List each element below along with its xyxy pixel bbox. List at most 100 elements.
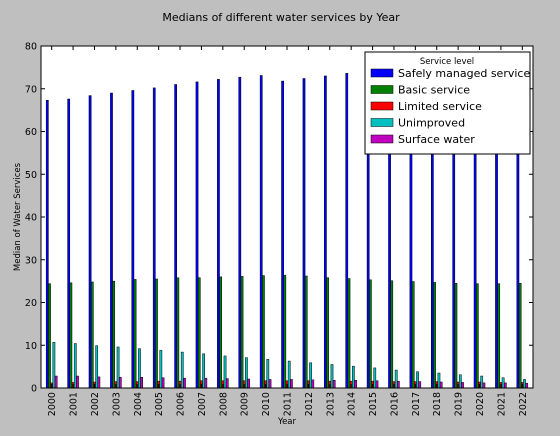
x-tick-label: 2009 [240, 392, 251, 416]
bar-2005-basic-service [155, 278, 158, 389]
legend-swatch [370, 118, 394, 127]
bar-2004-basic-service [133, 279, 137, 389]
y-tick-label: 70 [25, 84, 37, 95]
x-tick-label: 2017 [411, 392, 422, 416]
x-axis: 2000 2001 2002 2003 2004 2005 2006 2007 2008 2009… [47, 46, 529, 416]
x-tick-label: 2014 [347, 392, 358, 416]
bar-2008-basic-service [219, 276, 222, 389]
bar-2002-safely-managed-service [88, 95, 92, 389]
bar-2000-unimproved [52, 342, 56, 389]
bar-2015-basic-service [369, 279, 372, 389]
bar-2011-surface-water [290, 379, 293, 389]
x-tick-label: 2000 [47, 392, 58, 416]
bar-2017-surface-water [418, 381, 422, 389]
bar-2007-unimproved [202, 353, 205, 389]
legend-swatch [370, 68, 394, 78]
x-tick-label: 2020 [475, 392, 486, 416]
bar-2021-basic-service [497, 283, 501, 389]
bar-2003-basic-service [112, 280, 116, 389]
bar-2016-unimproved [394, 369, 398, 389]
bar-2005-surface-water [161, 377, 165, 389]
legend-label: Unimproved [398, 117, 465, 130]
legend-label: Safely managed service [398, 67, 530, 80]
bar-2000-basic-service [48, 283, 51, 389]
bar-2013-unimproved [330, 364, 334, 389]
bar-2011-safely-managed-service [281, 80, 284, 389]
legend-swatch [370, 101, 394, 111]
bar-2019-surface-water [461, 382, 464, 389]
y-tick-label: 60 [25, 127, 37, 138]
legend-label: Surface water [398, 133, 475, 146]
bar-2009-surface-water [247, 378, 250, 389]
bar-2001-unimproved [73, 343, 77, 389]
chart-title: Medians of different water services by Y… [162, 11, 400, 24]
x-tick-label: 2006 [176, 392, 187, 416]
bar-2003-surface-water [118, 377, 122, 389]
x-tick-label: 2012 [304, 392, 315, 416]
x-tick-label: 2022 [518, 392, 529, 416]
bar-2012-safely-managed-service [302, 78, 306, 389]
legend-label: Limited service [398, 100, 482, 113]
bar-2021-surface-water [503, 382, 507, 389]
bar-2004-unimproved [138, 348, 141, 389]
y-tick-label: 10 [25, 341, 37, 352]
bar-2017-basic-service [411, 281, 415, 389]
bar-2014-safely-managed-service [345, 73, 349, 389]
x-tick-label: 2010 [261, 392, 272, 416]
bar-2003-unimproved [116, 346, 120, 389]
bar-2013-safely-managed-service [324, 75, 327, 389]
bar-2020-surface-water [482, 382, 486, 389]
bar-2021-unimproved [501, 377, 505, 389]
bar-2007-surface-water [204, 377, 208, 389]
legend: Service level Safely managed service Basi… [364, 51, 531, 155]
x-tick-label: 2003 [111, 392, 122, 416]
y-tick-label: 50 [25, 170, 37, 181]
x-tick-label: 2018 [432, 392, 443, 416]
x-tick-label: 2016 [389, 392, 400, 416]
bar-2014-unimproved [352, 365, 355, 389]
bar-2006-basic-service [176, 277, 180, 389]
bar-2002-unimproved [95, 345, 99, 389]
bar-2015-surface-water [375, 380, 379, 389]
bar-2013-surface-water [332, 380, 336, 389]
bar-2018-unimproved [437, 372, 441, 389]
x-tick-label: 2007 [197, 392, 208, 416]
bar-2015-unimproved [373, 367, 377, 389]
y-axis: 0 10 20 30 40 50 60 70 80 [25, 42, 533, 395]
bar-2003-safely-managed-service [110, 92, 113, 389]
bar-2001-safely-managed-service [67, 98, 71, 389]
x-axis-title: Year [277, 417, 297, 427]
y-tick-label: 40 [25, 213, 37, 224]
bar-2006-safely-managed-service [174, 84, 177, 389]
x-tick-label: 2019 [454, 392, 465, 416]
legend-swatch [370, 134, 394, 144]
bar-2014-surface-water [354, 380, 357, 389]
bar-2010-unimproved [266, 359, 270, 389]
x-tick-label: 2021 [496, 392, 507, 416]
bar-2000-surface-water [54, 375, 58, 389]
bar-2001-surface-water [76, 375, 79, 389]
bar-2019-basic-service [454, 283, 458, 389]
bar-2010-surface-water [268, 379, 272, 389]
bar-2009-safely-managed-service [238, 76, 242, 389]
bar-2014-basic-service [347, 278, 351, 389]
bar-2002-basic-service [90, 281, 94, 389]
bar-2012-basic-service [304, 275, 308, 389]
bar-2006-unimproved [180, 351, 184, 389]
bar-2022-basic-service [518, 283, 522, 389]
bar-2011-unimproved [287, 360, 291, 389]
bar-2005-safely-managed-service [152, 87, 156, 389]
y-tick-label: 80 [25, 42, 37, 53]
x-tick-label: 2011 [283, 392, 294, 416]
bar-2022-unimproved [523, 379, 526, 389]
y-tick-label: 30 [25, 255, 37, 266]
bar-2012-surface-water [311, 379, 315, 389]
bar-2004-surface-water [140, 377, 144, 389]
bar-2001-basic-service [69, 282, 73, 389]
bar-2013-basic-service [326, 277, 329, 389]
bar-2009-basic-service [240, 276, 244, 389]
bar-2008-unimproved [223, 355, 227, 389]
bar-2019-unimproved [458, 374, 462, 389]
